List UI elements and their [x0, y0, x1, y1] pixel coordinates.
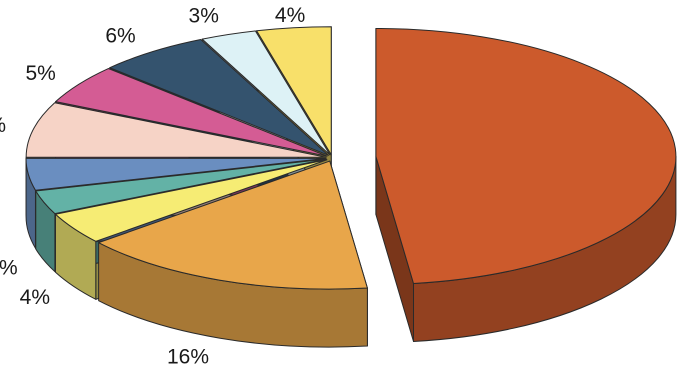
pie-slice-label-7: 5% [25, 62, 55, 85]
pie-slice-10 [256, 26, 332, 156]
pie-slice-3 [54, 159, 328, 242]
pie-slice-label-6: 7% [0, 114, 6, 137]
pie-slice-label-9: 3% [189, 5, 219, 28]
pie-slice-8 [109, 39, 329, 156]
pie-slice-6 [25, 102, 327, 158]
pie-label-layer: 48%16%4%3%4%7%5%6%3%4% [0, 4, 305, 369]
pie-slice-label-8: 6% [105, 25, 135, 48]
pie-slice-label-2: 16% [167, 346, 209, 369]
pie-slice-2 [98, 160, 368, 290]
pie-slice-label-10: 4% [275, 4, 305, 27]
pie-slice-5 [25, 157, 327, 191]
pie-top-layer [25, 26, 677, 290]
pie-slice-1 [375, 27, 677, 284]
pie-slice-label-4: 3% [0, 256, 18, 279]
pie-slice-4 [35, 158, 327, 215]
pie-slice-label-3: 4% [20, 286, 50, 309]
pie-slice-label-5: 4% [0, 224, 1, 247]
pie-slice-9 [201, 30, 331, 156]
pie-slice-7 [55, 68, 328, 157]
